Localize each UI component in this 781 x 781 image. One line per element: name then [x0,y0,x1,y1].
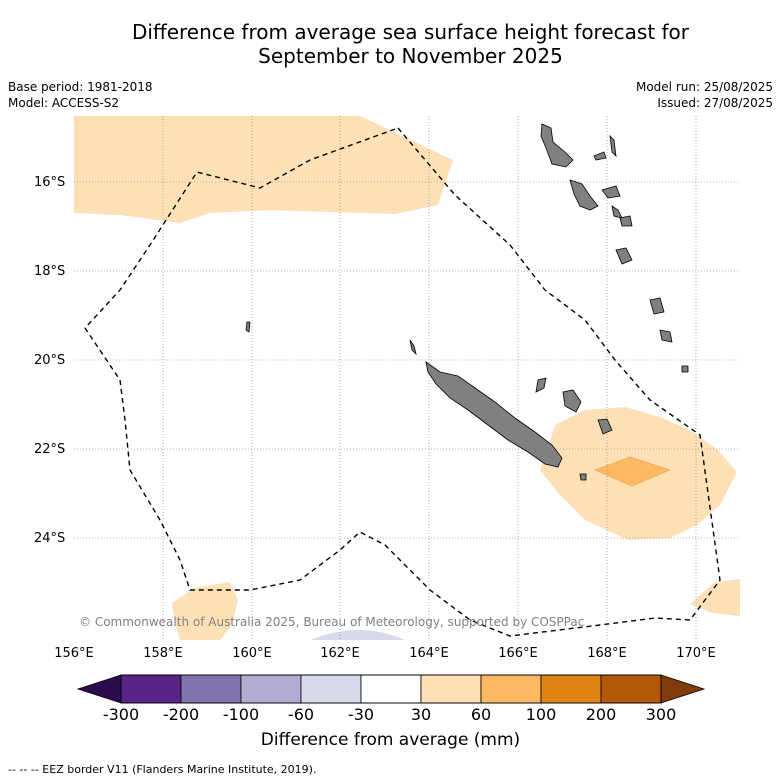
island-espiritu-santo [540,123,574,168]
island-maewo [609,134,617,158]
anomaly-negative-south [310,630,405,640]
lon-label-164e: 164°E [409,646,449,661]
island-belep [409,339,417,356]
lon-label-162e: 162°E [320,646,360,661]
island-new-caledonia [425,361,563,468]
lon-label-170e: 170°E [676,646,716,661]
colorbar-segment-2 [240,674,302,704]
colorbar-tick-30: 30 [410,705,432,724]
title-line-1: Difference from average sea surface heig… [131,20,690,44]
island-epi [611,205,623,219]
island-erromango [615,247,633,265]
colorbar-segment-5 [420,674,482,704]
lat-label-16s: 16°S [34,175,66,190]
lat-label-18s: 18°S [34,264,66,279]
map-title: Difference from average sea surface heig… [40,20,781,68]
eez-border [84,127,721,637]
colorbar-tick-200: 200 [585,705,617,724]
colorbar-segment-8 [600,674,662,704]
anomaly-region-north [74,116,453,223]
colorbar-tick-neg30: -30 [347,705,375,724]
anomaly-region-southeast [690,579,740,616]
map-area [74,116,740,640]
colorbar-label: Difference from average (mm) [260,730,521,750]
lon-label-156e: 156°E [54,646,94,661]
land [245,123,689,481]
colorbar-segment-0 [120,674,182,704]
gridlines [74,116,740,640]
lat-label-20s: 20°S [34,353,66,368]
colorbar-segment-7 [540,674,602,704]
island-aneityum [659,329,673,343]
island-pentecost [601,185,621,199]
colorbar-tick-100: 100 [525,705,557,724]
colorbar-extend-low [76,674,122,704]
island-matthew [681,365,689,373]
issued-date: Issued: 27/08/2025 [657,96,773,110]
anomaly-region-southwest [172,582,238,640]
colorbar-tick-300: 300 [645,705,677,724]
map-svg [74,116,740,640]
colorbar-tick-neg100: -100 [222,705,260,724]
lat-label-22s: 22°S [34,442,66,457]
colorbar-extend-high [660,674,706,704]
lon-label-166e: 166°E [498,646,538,661]
island-tanna [649,297,665,315]
colorbar-segment-4 [360,674,422,704]
island-malo [593,151,607,161]
island-ouvea [535,377,547,393]
meta-left: Base period: 1981-2018 Model: ACCESS-S2 [8,79,153,111]
lon-label-160e: 160°E [232,646,272,661]
colorbar-tick-neg300: -300 [102,705,140,724]
colorbar-tick-neg60: -60 [287,705,315,724]
base-period: Base period: 1981-2018 [8,80,153,94]
meta-right: Model run: 25/08/2025 Issued: 27/08/2025 [636,79,773,111]
model-run: Model run: 25/08/2025 [635,80,773,94]
lat-label-24s: 24°S [34,531,66,546]
colorbar [76,674,706,704]
colorbar-tick-60: 60 [470,705,492,724]
island-chesterfield [245,321,251,333]
copyright-notice: © Commonwealth of Australia 2025, Bureau… [79,615,585,629]
colorbar-segment-1 [180,674,242,704]
island-pines [579,473,587,481]
lon-label-168e: 168°E [587,646,627,661]
lon-label-158e: 158°E [143,646,183,661]
anomaly-core-east [594,456,671,487]
colorbar-segment-6 [480,674,542,704]
model-name: Model: ACCESS-S2 [8,96,120,110]
island-malakula [569,179,599,211]
eez-footnote: -- -- -- EEZ border V11 (Flanders Marine… [8,763,317,776]
island-lifou [562,389,582,413]
island-efate [619,215,633,227]
title-line-2: September to November 2025 [258,44,563,68]
colorbar-segment-3 [300,674,362,704]
colorbar-tick-neg200: -200 [162,705,200,724]
island-mare [597,418,613,435]
